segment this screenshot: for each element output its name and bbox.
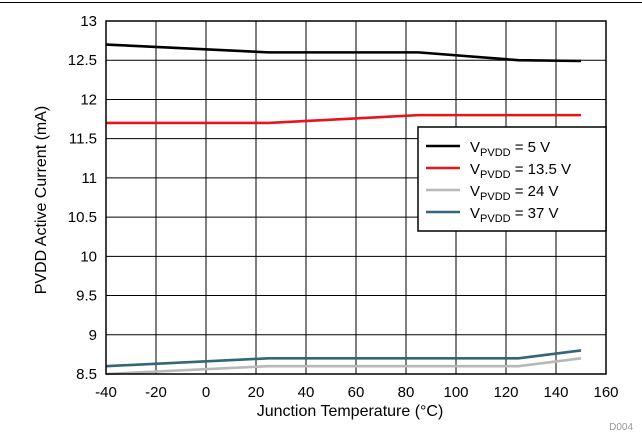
series-line-2 <box>106 113 581 125</box>
legend-label-1: VPVDD = 5 V <box>470 139 550 159</box>
x-tick-label: 80 <box>398 384 415 401</box>
x-tick-label: 0 <box>202 384 210 401</box>
y-tick-label: 9.5 <box>76 288 97 305</box>
series-line-1 <box>105 43 582 63</box>
x-tick-label: 40 <box>298 384 315 401</box>
y-axis-title: PVDD Active Current (mA) <box>33 106 50 294</box>
y-tick-label: 8.5 <box>76 366 97 383</box>
x-tick-label: 20 <box>248 384 265 401</box>
legend-label-3: VPVDD = 24 V <box>470 183 559 203</box>
x-tick-label: 160 <box>593 384 618 401</box>
series-layer <box>105 43 582 376</box>
y-tick-label: 12 <box>80 91 97 108</box>
x-tick-label: -40 <box>95 384 117 401</box>
y-tick-label: 11 <box>81 170 97 187</box>
x-axis-ticks: -40 -20 0 20 40 60 80 100 120 140 160 <box>95 384 618 401</box>
y-tick-label: 12.5 <box>68 52 97 69</box>
x-tick-label: 60 <box>348 384 365 401</box>
x-axis-title: Junction Temperature (°C) <box>257 403 444 420</box>
y-axis-ticks: 8.5 9 9.5 10 10.5 11 11.5 12 12.5 13 <box>68 13 97 383</box>
y-tick-label: 10.5 <box>68 209 97 226</box>
x-tick-label: 120 <box>493 384 518 401</box>
y-tick-label: 10 <box>80 248 97 265</box>
figure-code: D004 <box>609 422 633 433</box>
y-tick-label: 11.5 <box>69 131 97 148</box>
series-line-4 <box>105 349 582 368</box>
y-tick-label: 13 <box>80 13 97 30</box>
legend-label-4: VPVDD = 37 V <box>470 205 559 225</box>
x-tick-label: 100 <box>443 384 468 401</box>
legend-label-2: VPVDD = 13.5 V <box>470 161 571 181</box>
y-tick-label: 9 <box>89 327 97 344</box>
series-line-3 <box>105 357 582 376</box>
x-tick-label: -20 <box>145 384 167 401</box>
x-tick-label: 140 <box>543 384 568 401</box>
legend-box <box>417 126 607 232</box>
